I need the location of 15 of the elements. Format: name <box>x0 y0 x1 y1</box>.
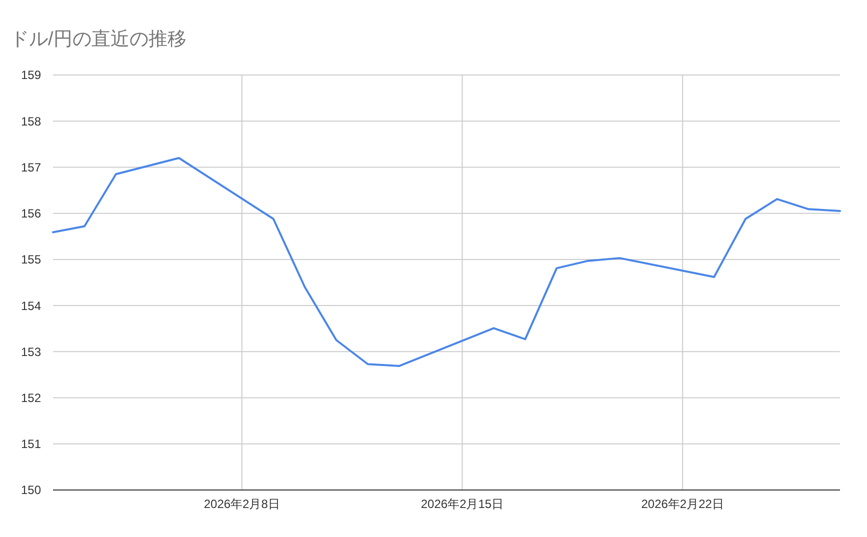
x-tick-label: 2026年2月15日 <box>420 497 504 511</box>
y-tick-label: 155 <box>20 252 42 267</box>
y-tick-label: 159 <box>20 68 42 82</box>
chart-title: ドル/円の直近の推移 <box>10 29 186 50</box>
y-tick-label: 156 <box>20 206 42 221</box>
x-tick-label: 2026年2月22日 <box>641 497 724 511</box>
y-tick-label: 151 <box>20 437 42 452</box>
y-tick-label: 152 <box>20 390 42 405</box>
y-tick-label: 154 <box>20 298 42 313</box>
y-tick-label: 158 <box>20 114 42 128</box>
y-tick-label: 153 <box>20 344 42 359</box>
y-tick-label: 157 <box>20 160 42 174</box>
x-tick-label: 2026年2月8日 <box>204 497 280 511</box>
y-tick-label: 150 <box>20 483 42 498</box>
line-series <box>52 157 841 367</box>
